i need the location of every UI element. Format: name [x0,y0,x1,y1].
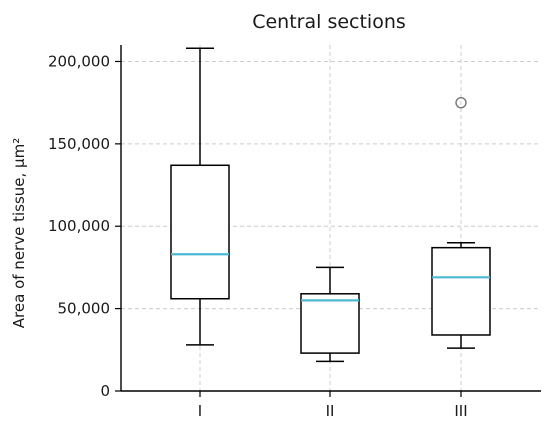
y-tick-label: 50,000 [58,300,111,318]
y-axis-label: Area of nerve tissue, µm² [10,138,28,328]
y-tick-label: 150,000 [48,135,110,153]
x-tick-label: I [198,402,202,420]
y-tick-label: 100,000 [48,217,110,235]
box-layer [170,47,491,363]
iqr-box [431,246,491,336]
box-group-I [170,47,230,346]
x-tick-label: II [326,402,335,420]
y-tick-label: 200,000 [48,52,110,70]
chart-title: Central sections [252,11,406,33]
y-tick-label: 0 [100,382,110,400]
box-group-III [431,96,491,349]
iqr-box [170,164,230,300]
iqr-box [300,293,360,354]
x-tick-label: III [454,402,467,420]
box-group-II [300,266,360,363]
outlier-point [455,96,467,109]
